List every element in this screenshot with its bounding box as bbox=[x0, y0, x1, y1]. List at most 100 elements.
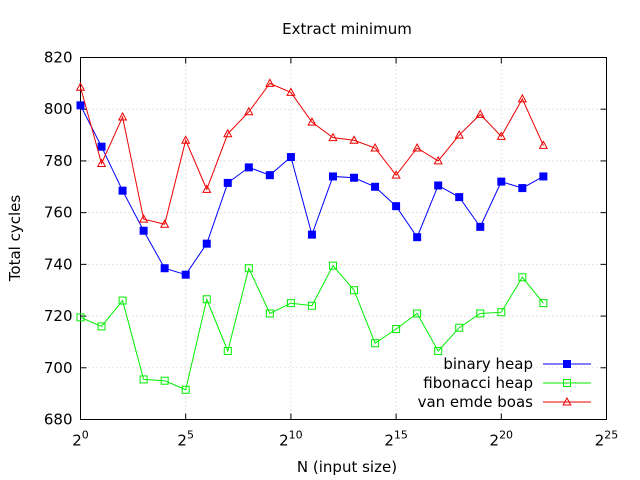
data-point-binary-heap bbox=[455, 193, 464, 202]
y-tick-label: 800 bbox=[44, 100, 73, 118]
x-tick-exponent: 10 bbox=[289, 429, 303, 442]
data-point-binary-heap bbox=[286, 153, 295, 162]
data-point-fibonacci-heap bbox=[539, 299, 548, 308]
y-tick-label: 680 bbox=[44, 411, 73, 429]
data-point-binary-heap bbox=[307, 230, 316, 239]
y-tick-label: 820 bbox=[44, 49, 73, 67]
x-tick-exponent: 5 bbox=[187, 429, 194, 442]
data-point-fibonacci-heap bbox=[476, 309, 485, 318]
data-point-binary-heap bbox=[244, 163, 253, 172]
x-tick-base: 2 bbox=[177, 432, 187, 450]
series-fibonacci-heap bbox=[76, 261, 548, 394]
legend-label-van-emde-boas: van emde boas bbox=[418, 393, 534, 411]
data-point-van-emde-boas bbox=[475, 109, 485, 118]
data-point-fibonacci-heap bbox=[307, 301, 316, 310]
data-point-van-emde-boas bbox=[349, 135, 359, 144]
data-point-binary-heap bbox=[392, 202, 401, 211]
data-point-binary-heap bbox=[181, 270, 190, 279]
data-point-binary-heap bbox=[371, 182, 380, 191]
data-point-binary-heap bbox=[202, 239, 211, 248]
x-tick-base: 2 bbox=[279, 432, 289, 450]
data-point-fibonacci-heap bbox=[434, 346, 443, 355]
data-point-fibonacci-heap bbox=[223, 346, 232, 355]
data-point-van-emde-boas bbox=[244, 106, 254, 116]
x-tick-label: 215 bbox=[384, 429, 408, 450]
y-tick-label: 720 bbox=[44, 307, 73, 325]
data-point-binary-heap bbox=[434, 181, 443, 190]
x-axis-label: N (input size) bbox=[297, 458, 397, 476]
series-line-van-emde-boas bbox=[80, 82, 544, 225]
y-axis-label: Total cycles bbox=[6, 195, 24, 283]
data-point-van-emde-boas bbox=[138, 214, 149, 223]
legend-label-fibonacci-heap: fibonacci heap bbox=[423, 374, 533, 392]
x-tick-base: 2 bbox=[490, 432, 500, 450]
data-point-fibonacci-heap bbox=[455, 323, 464, 332]
data-point-fibonacci-heap bbox=[118, 296, 127, 305]
data-point-van-emde-boas bbox=[223, 128, 233, 138]
x-tick-base: 2 bbox=[595, 432, 605, 450]
x-tick-label: 20 bbox=[72, 429, 89, 450]
data-point-fibonacci-heap bbox=[413, 309, 422, 318]
x-tick-exponent: 15 bbox=[394, 429, 408, 442]
x-tick-exponent: 25 bbox=[604, 429, 618, 442]
series-line-binary-heap bbox=[80, 105, 544, 276]
data-point-fibonacci-heap bbox=[350, 286, 359, 295]
series-van-emde-boas bbox=[75, 78, 549, 228]
data-point-binary-heap bbox=[497, 177, 506, 186]
series-line-fibonacci-heap bbox=[80, 264, 544, 391]
legend-marker-binary-heap bbox=[563, 360, 571, 368]
x-tick-exponent: 20 bbox=[499, 429, 513, 442]
data-point-fibonacci-heap bbox=[244, 264, 253, 273]
data-point-van-emde-boas bbox=[496, 131, 506, 140]
data-point-van-emde-boas bbox=[433, 155, 443, 165]
y-tick-label: 740 bbox=[44, 255, 73, 273]
x-tick-base: 2 bbox=[72, 432, 82, 450]
x-tick-label: 25 bbox=[177, 429, 194, 450]
data-point-binary-heap bbox=[328, 172, 337, 181]
x-tick-label: 225 bbox=[595, 429, 619, 450]
data-point-fibonacci-heap bbox=[181, 385, 190, 394]
legend-label-binary-heap: binary heap bbox=[443, 355, 533, 373]
data-point-van-emde-boas bbox=[265, 78, 275, 87]
series-binary-heap bbox=[76, 101, 548, 279]
y-tick-label: 780 bbox=[44, 152, 73, 170]
data-point-van-emde-boas bbox=[160, 219, 170, 228]
data-point-binary-heap bbox=[539, 172, 548, 181]
data-point-fibonacci-heap bbox=[76, 313, 85, 322]
data-point-van-emde-boas bbox=[117, 111, 128, 121]
data-point-fibonacci-heap bbox=[286, 299, 295, 308]
y-tick-label: 700 bbox=[44, 359, 73, 377]
data-point-van-emde-boas bbox=[538, 140, 549, 149]
data-point-binary-heap bbox=[265, 171, 274, 180]
data-point-fibonacci-heap bbox=[392, 325, 401, 333]
data-point-binary-heap bbox=[118, 186, 127, 195]
data-point-van-emde-boas bbox=[370, 142, 380, 152]
data-point-binary-heap bbox=[139, 226, 148, 235]
data-point-van-emde-boas bbox=[181, 135, 191, 144]
data-point-van-emde-boas bbox=[75, 82, 86, 91]
data-point-fibonacci-heap bbox=[139, 375, 148, 384]
data-point-binary-heap bbox=[97, 142, 106, 151]
data-point-binary-heap bbox=[223, 178, 232, 187]
data-point-binary-heap bbox=[350, 173, 359, 182]
data-point-fibonacci-heap bbox=[97, 322, 106, 331]
series-group bbox=[75, 78, 549, 394]
plot-frame bbox=[80, 57, 607, 420]
data-point-van-emde-boas bbox=[454, 130, 464, 139]
data-point-fibonacci-heap bbox=[265, 309, 274, 318]
data-point-van-emde-boas bbox=[202, 184, 212, 193]
data-point-van-emde-boas bbox=[286, 87, 296, 96]
x-tick-label: 220 bbox=[490, 429, 514, 450]
data-point-fibonacci-heap bbox=[497, 308, 506, 317]
data-point-binary-heap bbox=[160, 264, 169, 273]
data-point-fibonacci-heap bbox=[160, 376, 169, 385]
data-point-binary-heap bbox=[476, 222, 485, 231]
legend-marker-fibonacci-heap bbox=[563, 379, 571, 387]
grid-lines bbox=[80, 57, 607, 420]
data-point-van-emde-boas bbox=[96, 158, 107, 168]
data-point-van-emde-boas bbox=[391, 170, 401, 179]
data-point-van-emde-boas bbox=[307, 117, 317, 126]
data-point-fibonacci-heap bbox=[371, 339, 380, 348]
